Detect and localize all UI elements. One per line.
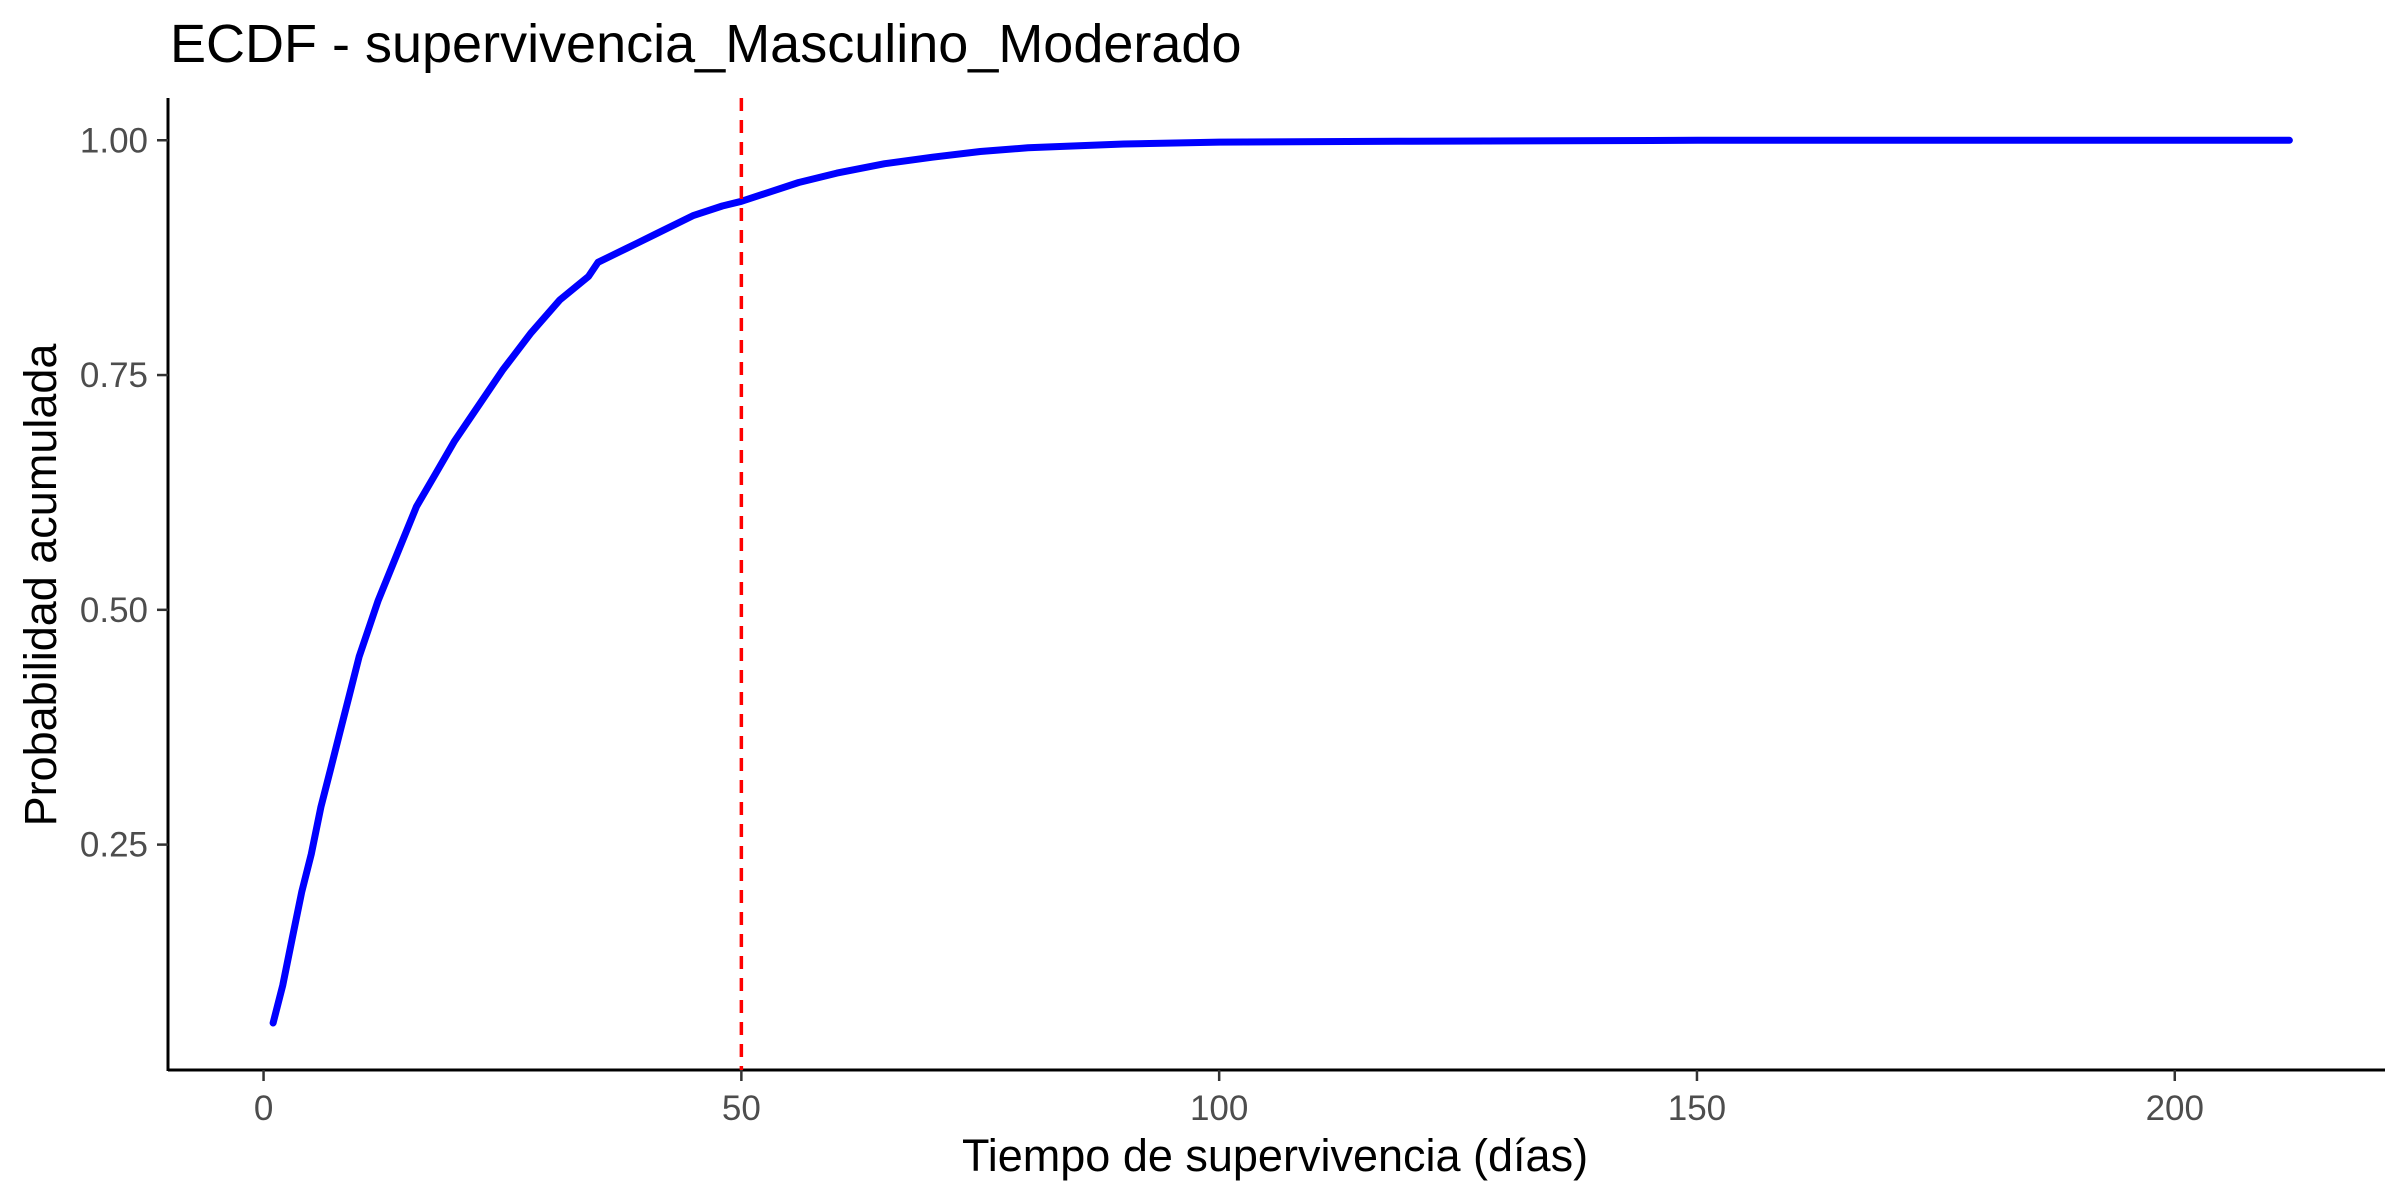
y-axis-ticks: 0.25 0.50 0.75 1.00 (80, 121, 168, 865)
y-tick-label: 0.75 (80, 356, 148, 395)
x-tick-label: 150 (1668, 1089, 1726, 1128)
y-tick-label: 0.50 (80, 591, 148, 630)
x-tick-label: 200 (2146, 1089, 2204, 1128)
plot-area (269, 98, 2293, 1070)
x-axis-title: Tiempo de supervivencia (días) (962, 1130, 1588, 1181)
chart-title: ECDF - supervivencia_Masculino_Moderado (170, 14, 1241, 74)
y-tick-label: 0.25 (80, 826, 148, 865)
y-axis-title: Probabilidad acumulada (15, 343, 66, 827)
x-axis-ticks: 0 50 100 150 200 (254, 1070, 2204, 1128)
x-tick-label: 50 (722, 1089, 761, 1128)
y-tick-label: 1.00 (80, 121, 148, 160)
ecdf-line (269, 136, 2293, 1027)
x-tick-label: 100 (1190, 1089, 1248, 1128)
x-tick-label: 0 (254, 1089, 273, 1128)
